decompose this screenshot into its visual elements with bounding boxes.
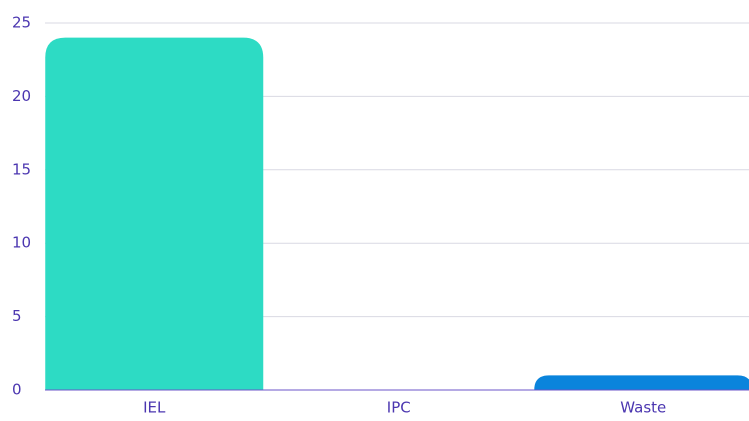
- y-tick-label: 0: [12, 381, 22, 399]
- bar: [534, 375, 749, 390]
- y-tick-label: 5: [12, 307, 22, 325]
- y-tick-label: 25: [12, 14, 31, 32]
- x-tick-label: IPC: [387, 399, 411, 417]
- y-tick-label: 15: [12, 160, 31, 178]
- y-tick-label: 10: [12, 234, 31, 252]
- x-tick-label: IEL: [143, 399, 166, 417]
- x-tick-label: Waste: [620, 399, 666, 417]
- bar: [45, 37, 264, 391]
- y-tick-label: 20: [12, 87, 31, 105]
